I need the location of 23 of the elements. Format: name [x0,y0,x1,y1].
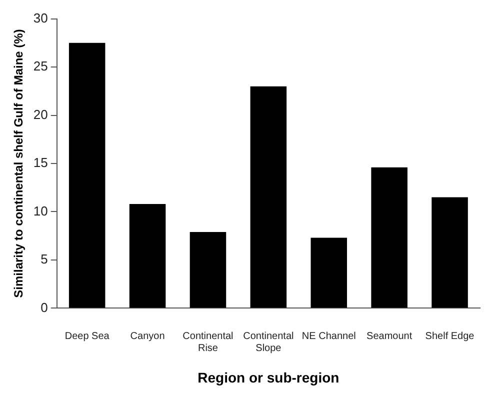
bar [68,42,106,308]
bar [432,197,468,308]
x-tick-label: Canyon [130,330,165,342]
x-tick-label: Continental Rise [182,330,234,354]
y-tick-label: 0 [40,300,48,315]
y-tick-label: 20 [33,106,48,122]
x-axis-title: Region or sub-region [198,369,340,386]
x-tick-label: NE Channel [302,330,356,342]
x-tick-label: Seamount [366,330,412,342]
bar [310,238,348,308]
x-tick-label: Continental Slope [243,330,294,354]
y-tick-label: 25 [33,58,48,74]
y-tick-label: 5 [40,252,48,267]
x-tick-label: Deep Sea [64,330,110,342]
y-tick-label: 10 [33,203,48,218]
bar [371,167,408,308]
bar [129,204,166,308]
bar [190,232,226,308]
y-axis-title: Similarity to continental shelf Gulf of Maine (%) [12,29,26,298]
y-tick-label: 30 [33,10,48,26]
bar [250,86,287,308]
y-tick-label: 15 [33,155,48,170]
x-tick-label: Shelf Edge [425,330,475,342]
